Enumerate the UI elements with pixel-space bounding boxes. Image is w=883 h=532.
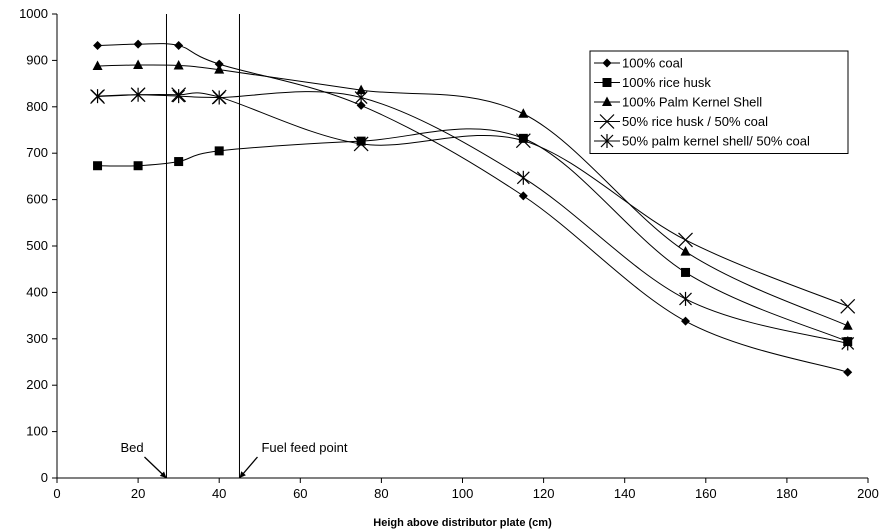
data-point bbox=[840, 298, 856, 314]
data-point bbox=[93, 41, 103, 51]
data-point bbox=[518, 108, 529, 118]
data-point bbox=[212, 90, 226, 105]
y-tick-label: 1000 bbox=[19, 6, 48, 21]
data-point bbox=[841, 336, 855, 351]
y-tick-label: 0 bbox=[41, 470, 48, 485]
x-tick-label: 80 bbox=[374, 486, 388, 501]
reference-label: Fuel feed point bbox=[261, 440, 347, 455]
legend-label: 100% coal bbox=[622, 56, 683, 71]
data-point bbox=[518, 133, 528, 143]
data-point bbox=[354, 90, 368, 105]
data-point bbox=[133, 39, 143, 49]
data-point bbox=[515, 133, 531, 149]
legend-item: 50% rice husk / 50% coal bbox=[594, 114, 768, 129]
data-point bbox=[516, 170, 530, 185]
data-point bbox=[843, 367, 853, 377]
legend-marker bbox=[602, 78, 612, 87]
data-point bbox=[214, 64, 225, 74]
data-point bbox=[133, 161, 143, 171]
data-point bbox=[174, 157, 184, 167]
reference-arrow-head bbox=[239, 471, 246, 478]
data-point bbox=[681, 267, 691, 277]
x-tick-label: 200 bbox=[857, 486, 879, 501]
legend-item: 100% coal bbox=[594, 56, 683, 71]
x-axis-title: Heigh above distributor plate (cm) bbox=[373, 517, 552, 529]
y-tick-label: 700 bbox=[26, 145, 48, 160]
data-point bbox=[214, 59, 224, 69]
series-5 bbox=[91, 87, 855, 351]
x-tick-label: 180 bbox=[776, 486, 798, 501]
data-point bbox=[356, 100, 366, 110]
data-point bbox=[356, 84, 367, 95]
series-group bbox=[90, 39, 856, 377]
x-tick-label: 20 bbox=[131, 486, 145, 501]
reference-arrow-head bbox=[159, 471, 167, 478]
x-tick-label: 40 bbox=[212, 486, 226, 501]
data-point bbox=[214, 146, 224, 156]
data-point bbox=[173, 60, 184, 70]
legend-label: 50% palm kernel shell/ 50% coal bbox=[622, 134, 810, 149]
legend-marker bbox=[600, 134, 614, 148]
data-point bbox=[133, 59, 144, 70]
series-2 bbox=[93, 128, 853, 347]
legend-marker bbox=[599, 114, 615, 129]
series-3 bbox=[92, 59, 853, 330]
y-tick-label: 500 bbox=[26, 238, 48, 253]
data-point bbox=[92, 60, 103, 70]
legend-label: 50% rice husk / 50% coal bbox=[622, 114, 768, 129]
legend-label: 100% Palm Kernel Shell bbox=[622, 95, 762, 110]
y-tick-label: 900 bbox=[26, 52, 48, 67]
data-point bbox=[174, 41, 184, 51]
x-tick-label: 100 bbox=[452, 486, 474, 501]
legend-item: 100% rice husk bbox=[594, 75, 711, 90]
axes: 0 100 200 300 400 500 600 700 800 900 1000 0 20 40 60 8… bbox=[19, 6, 879, 501]
x-tick-label: 120 bbox=[533, 486, 555, 501]
data-point bbox=[680, 246, 691, 256]
legend-label: 100% rice husk bbox=[622, 75, 711, 90]
x-tick-label: 0 bbox=[53, 486, 60, 501]
y-tick-label: 300 bbox=[26, 331, 48, 346]
legend-box bbox=[589, 50, 849, 154]
series-1 bbox=[93, 39, 853, 377]
legend: 100% coal 100% rice husk 100% Palm Kernel … bbox=[589, 50, 849, 154]
legend-marker bbox=[602, 96, 612, 106]
series-line bbox=[97, 128, 848, 343]
data-point bbox=[91, 89, 104, 104]
legend-item: 100% Palm Kernel Shell bbox=[594, 95, 762, 110]
y-tick-label: 400 bbox=[26, 284, 48, 299]
data-point bbox=[356, 136, 366, 146]
x-tick-label: 60 bbox=[293, 486, 307, 501]
data-point bbox=[172, 89, 186, 104]
data-point bbox=[842, 320, 853, 330]
data-point bbox=[353, 136, 369, 152]
y-tick-label: 800 bbox=[26, 99, 48, 114]
y-tick-label: 100 bbox=[26, 424, 48, 439]
data-point bbox=[681, 316, 691, 326]
x-tick-label: 160 bbox=[695, 486, 717, 501]
data-point bbox=[678, 232, 693, 248]
data-point bbox=[131, 87, 145, 102]
data-point bbox=[93, 161, 103, 171]
data-point bbox=[679, 291, 692, 306]
y-tick-label: 200 bbox=[26, 377, 48, 392]
x-tick-label: 140 bbox=[614, 486, 636, 501]
y-tick-label: 600 bbox=[26, 192, 48, 207]
data-point bbox=[518, 191, 528, 201]
legend-marker bbox=[602, 58, 612, 68]
legend-item: 50% palm kernel shell/ 50% coal bbox=[594, 134, 810, 149]
reference-label: Bed bbox=[120, 440, 143, 455]
reference-lines: Bed Fuel feed point bbox=[120, 14, 348, 479]
